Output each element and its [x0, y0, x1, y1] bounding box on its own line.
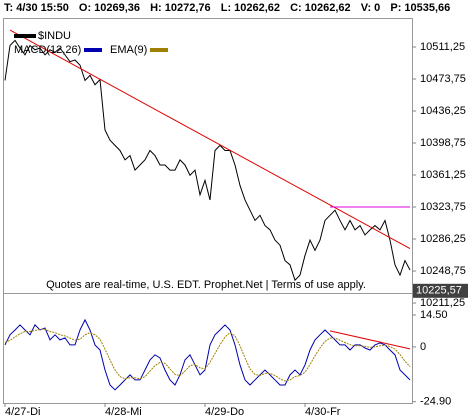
- legend-label: $INDU: [38, 30, 71, 42]
- series-line: [4, 318, 411, 391]
- header-item: H: 10272,76: [150, 2, 211, 14]
- x-tick-label: 4/27-Di: [5, 406, 40, 418]
- quote-note: Quotes are real-time, U.S. EDT. Prophet.…: [46, 279, 366, 291]
- y-tick-label: 10211,25: [420, 297, 465, 309]
- header-item: C: 10262,62: [290, 2, 351, 14]
- x-tick-label: 4/28-Mi: [105, 406, 142, 418]
- y-tick-label: 10323,75: [420, 201, 466, 213]
- series-line: [4, 39, 411, 282]
- trend-line: [9, 29, 411, 250]
- legend-swatch: [84, 48, 102, 52]
- x-tick-label: 4/30-Fr: [305, 406, 341, 418]
- header-item: V: 0: [360, 2, 381, 14]
- macd-pane: [3, 293, 413, 404]
- last-price-label: 10225,57: [416, 285, 462, 297]
- y-tick-label: 0: [420, 341, 426, 353]
- y-tick-label: 10398,75: [420, 137, 466, 149]
- legend-swatch: [150, 48, 168, 52]
- header-item: T: 4/30 15:50: [4, 2, 69, 14]
- y-tick-label: 10286,25: [420, 233, 466, 245]
- header-item: P: 10535,66: [390, 2, 451, 14]
- x-tick-label: 4/29-Do: [205, 406, 244, 418]
- y-tick-label: 10361,25: [420, 169, 466, 181]
- legend-label: EMA(9): [110, 44, 147, 56]
- legend-label: MACD(12,26): [14, 44, 81, 56]
- header-item: L: 10262,62: [220, 2, 281, 14]
- last-price-box: [413, 283, 468, 298]
- quote-header: T: 4/30 15:50 O: 10269,36 H: 10272,76 L:…: [4, 2, 457, 14]
- legend-swatch: [14, 34, 36, 38]
- y-tick-label: 10511,25: [420, 41, 465, 53]
- y-tick-label: 10436,25: [420, 105, 466, 117]
- trend-line: [329, 330, 411, 350]
- y-tick-label: 14.50: [420, 309, 448, 321]
- y-tick-label: 10248,75: [420, 265, 466, 277]
- y-tick-label: 10473,75: [420, 73, 466, 85]
- series-line: [4, 328, 411, 382]
- y-tick-label: -24.90: [420, 396, 451, 408]
- header-item: O: 10269,36: [78, 2, 141, 14]
